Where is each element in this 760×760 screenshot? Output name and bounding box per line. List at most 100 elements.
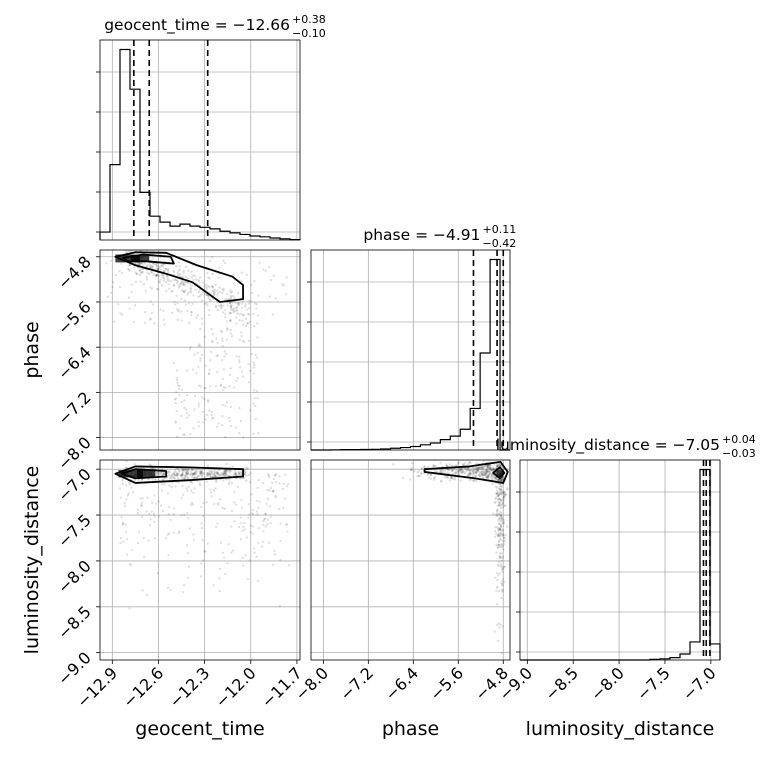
sample-point [460, 468, 463, 471]
sample-point [420, 472, 423, 476]
sample-point [271, 490, 274, 493]
sample-point [494, 513, 497, 516]
sample-point [177, 286, 181, 289]
y-tick-label-phase: −6.4 [54, 343, 95, 384]
sample-point [265, 502, 268, 506]
sample-point [197, 290, 201, 294]
sample-point [193, 487, 196, 490]
sample-point [274, 472, 278, 476]
sample-point [237, 302, 240, 305]
sample-point [495, 476, 498, 480]
sample-point [499, 528, 502, 532]
sample-point [185, 487, 188, 490]
sample-point [141, 270, 144, 274]
sample-point [476, 467, 479, 471]
sample-point [238, 319, 241, 322]
sample-point [219, 541, 223, 544]
sample-point [195, 475, 199, 479]
sample-point [170, 485, 174, 489]
sample-point [168, 470, 172, 474]
sample-point [190, 468, 194, 471]
sample-point [244, 304, 247, 308]
sample-point [431, 465, 435, 468]
sample-point [215, 370, 219, 374]
sample-point [220, 358, 224, 362]
sample-point [156, 264, 160, 268]
sample-point [495, 489, 499, 493]
sample-point [498, 497, 501, 500]
sample-point [173, 468, 177, 471]
sample-point [497, 590, 501, 593]
sample-point [496, 465, 500, 468]
sample-point [214, 304, 218, 308]
sample-point [496, 498, 500, 501]
sample-point [243, 521, 246, 525]
sample-point [222, 474, 225, 477]
sample-point [138, 273, 142, 277]
sample-point [208, 277, 211, 280]
sample-point [229, 311, 233, 315]
sample-point [245, 474, 248, 477]
sample-point [472, 468, 475, 471]
sample-point [432, 478, 436, 482]
sample-point [262, 519, 265, 523]
sample-point [278, 475, 281, 478]
sample-point [253, 363, 256, 367]
sample-point [159, 471, 162, 474]
x-tick-label-geocent_time: −12.6 [119, 663, 167, 711]
sample-point [417, 469, 421, 473]
sample-point [490, 468, 493, 472]
panel-hist-luminosity_distance [519, 459, 721, 661]
sample-point [180, 310, 183, 313]
sample-point [161, 478, 164, 482]
sample-point [136, 272, 139, 276]
sample-point [498, 555, 502, 559]
sample-point [190, 310, 193, 314]
sample-point [207, 372, 211, 376]
sample-point [185, 474, 188, 477]
sample-point [481, 473, 485, 477]
sample-point [206, 473, 209, 476]
sample-point [501, 501, 505, 504]
sample-point [255, 555, 258, 558]
sample-point [197, 295, 200, 299]
sample-point [142, 282, 146, 286]
sample-point [445, 464, 448, 468]
sample-point [267, 474, 270, 477]
sample-point [503, 536, 506, 539]
sample-point [477, 466, 481, 469]
sample-point [196, 474, 200, 478]
sample-point [178, 469, 181, 472]
sample-point [423, 465, 426, 468]
sample-point [133, 303, 137, 307]
title-geocent_time: geocent_time = −12.66 +0.38−0.10 [104, 13, 326, 40]
sample-point [247, 339, 251, 343]
sample-point [482, 465, 485, 469]
sample-point [500, 499, 503, 503]
sample-point [162, 273, 165, 277]
sample-point [498, 626, 501, 629]
sample-point [190, 481, 194, 484]
sample-point [184, 467, 187, 471]
sample-point [222, 479, 225, 482]
sample-point [155, 287, 159, 291]
sample-point [232, 307, 236, 310]
sample-point [210, 410, 214, 414]
sample-point [185, 416, 189, 419]
sample-point [496, 486, 499, 489]
sample-point [266, 518, 270, 521]
sample-point [409, 468, 412, 472]
sample-point [489, 468, 493, 471]
sample-point [497, 533, 500, 537]
sample-point [470, 469, 473, 473]
sample-point [228, 469, 232, 472]
sample-point [240, 370, 244, 373]
sample-point [228, 301, 232, 304]
sample-point [220, 473, 224, 477]
sample-point [480, 470, 484, 474]
sample-point [494, 478, 497, 481]
sample-point [186, 281, 190, 285]
sample-point [178, 268, 182, 271]
sample-point [158, 265, 162, 269]
sample-point [240, 312, 243, 316]
